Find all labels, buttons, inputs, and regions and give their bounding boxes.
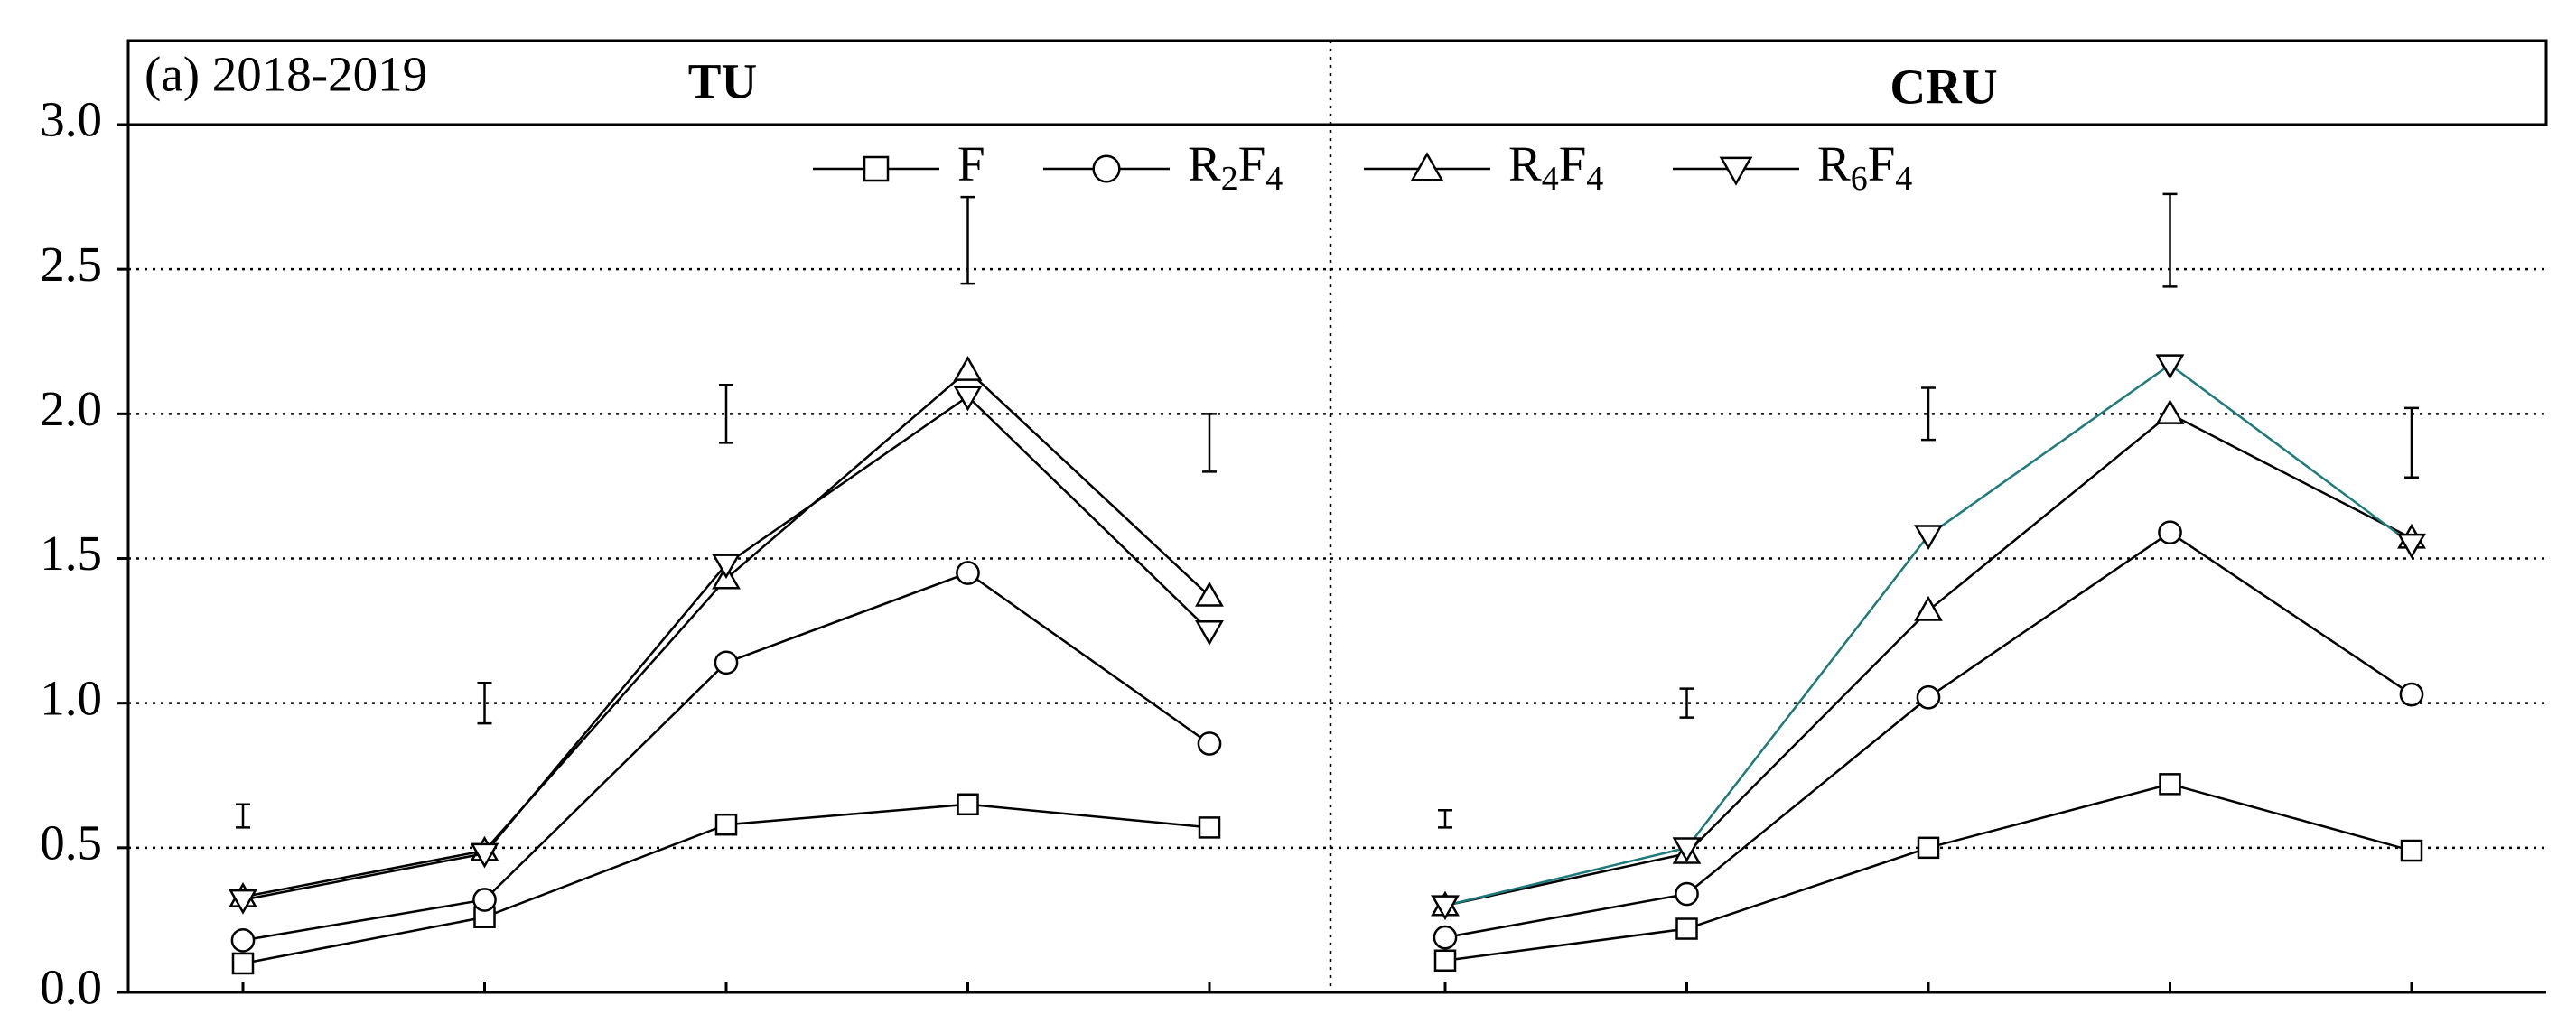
error-bar xyxy=(2162,192,2178,288)
data-point xyxy=(2158,520,2182,545)
legend-label: R6F4 xyxy=(1817,136,1912,198)
data-point xyxy=(1195,620,1224,646)
panel-title: CRU xyxy=(1890,60,1997,115)
data-point xyxy=(1198,816,1221,839)
error-bar xyxy=(960,195,975,285)
data-point xyxy=(1195,581,1224,607)
error-bar xyxy=(1202,413,1217,473)
error-bar xyxy=(719,384,733,444)
data-point xyxy=(472,888,497,912)
data-point xyxy=(953,356,983,381)
y-tick-label: 0.5 xyxy=(40,814,102,870)
data-point xyxy=(1675,917,1698,940)
legend-marker xyxy=(1719,156,1753,186)
data-point xyxy=(1431,895,1460,921)
data-point xyxy=(230,927,256,953)
data-point xyxy=(2155,354,2185,380)
data-point xyxy=(2400,839,2423,862)
panel-title: TU xyxy=(688,54,757,109)
legend-marker xyxy=(863,155,890,182)
data-point xyxy=(2159,773,2181,796)
data-point xyxy=(231,952,255,975)
data-point xyxy=(1917,836,1940,860)
error-bar xyxy=(2404,406,2419,479)
series-line xyxy=(1444,783,2413,962)
data-point xyxy=(714,813,738,836)
data-point xyxy=(957,793,979,816)
data-point xyxy=(712,554,741,580)
legend-label: F xyxy=(957,136,985,191)
legend-marker xyxy=(1410,152,1444,181)
series-line xyxy=(1444,412,2413,907)
series-line xyxy=(242,572,1210,942)
error-bar xyxy=(236,803,250,829)
y-tick-label: 2.5 xyxy=(40,237,102,292)
data-point xyxy=(956,561,980,585)
data-point xyxy=(2397,533,2426,559)
data-point xyxy=(229,889,257,915)
data-point xyxy=(1433,949,1457,973)
error-bar xyxy=(1921,386,1936,442)
error-bar xyxy=(1438,808,1452,829)
legend-label: R2F4 xyxy=(1188,136,1283,198)
error-bar xyxy=(1679,687,1694,719)
y-tick-label: 0.0 xyxy=(40,960,102,1015)
data-point xyxy=(1914,595,1943,621)
data-point xyxy=(2399,682,2424,707)
y-tick-label: 3.0 xyxy=(40,92,102,147)
legend-marker xyxy=(1092,154,1121,183)
y-tick-label: 1.5 xyxy=(40,526,102,581)
series-line xyxy=(1444,363,2413,907)
header-frame xyxy=(126,39,2548,126)
data-point xyxy=(1197,731,1222,756)
data-point xyxy=(714,650,739,675)
data-point xyxy=(1672,837,1702,863)
data-point xyxy=(470,842,499,869)
data-point xyxy=(1916,684,1941,710)
data-point xyxy=(953,386,983,412)
y-tick-label: 2.0 xyxy=(40,381,102,436)
y-tick-label: 1.0 xyxy=(40,670,102,725)
error-bar xyxy=(477,681,492,725)
data-point xyxy=(1433,925,1458,950)
panel-label: (a) 2018-2019 xyxy=(145,47,427,102)
data-point xyxy=(1675,881,1699,907)
data-point xyxy=(2155,399,2185,424)
data-point xyxy=(1914,525,1943,551)
legend-label: R4F4 xyxy=(1508,136,1603,198)
series-line xyxy=(1444,531,2413,939)
